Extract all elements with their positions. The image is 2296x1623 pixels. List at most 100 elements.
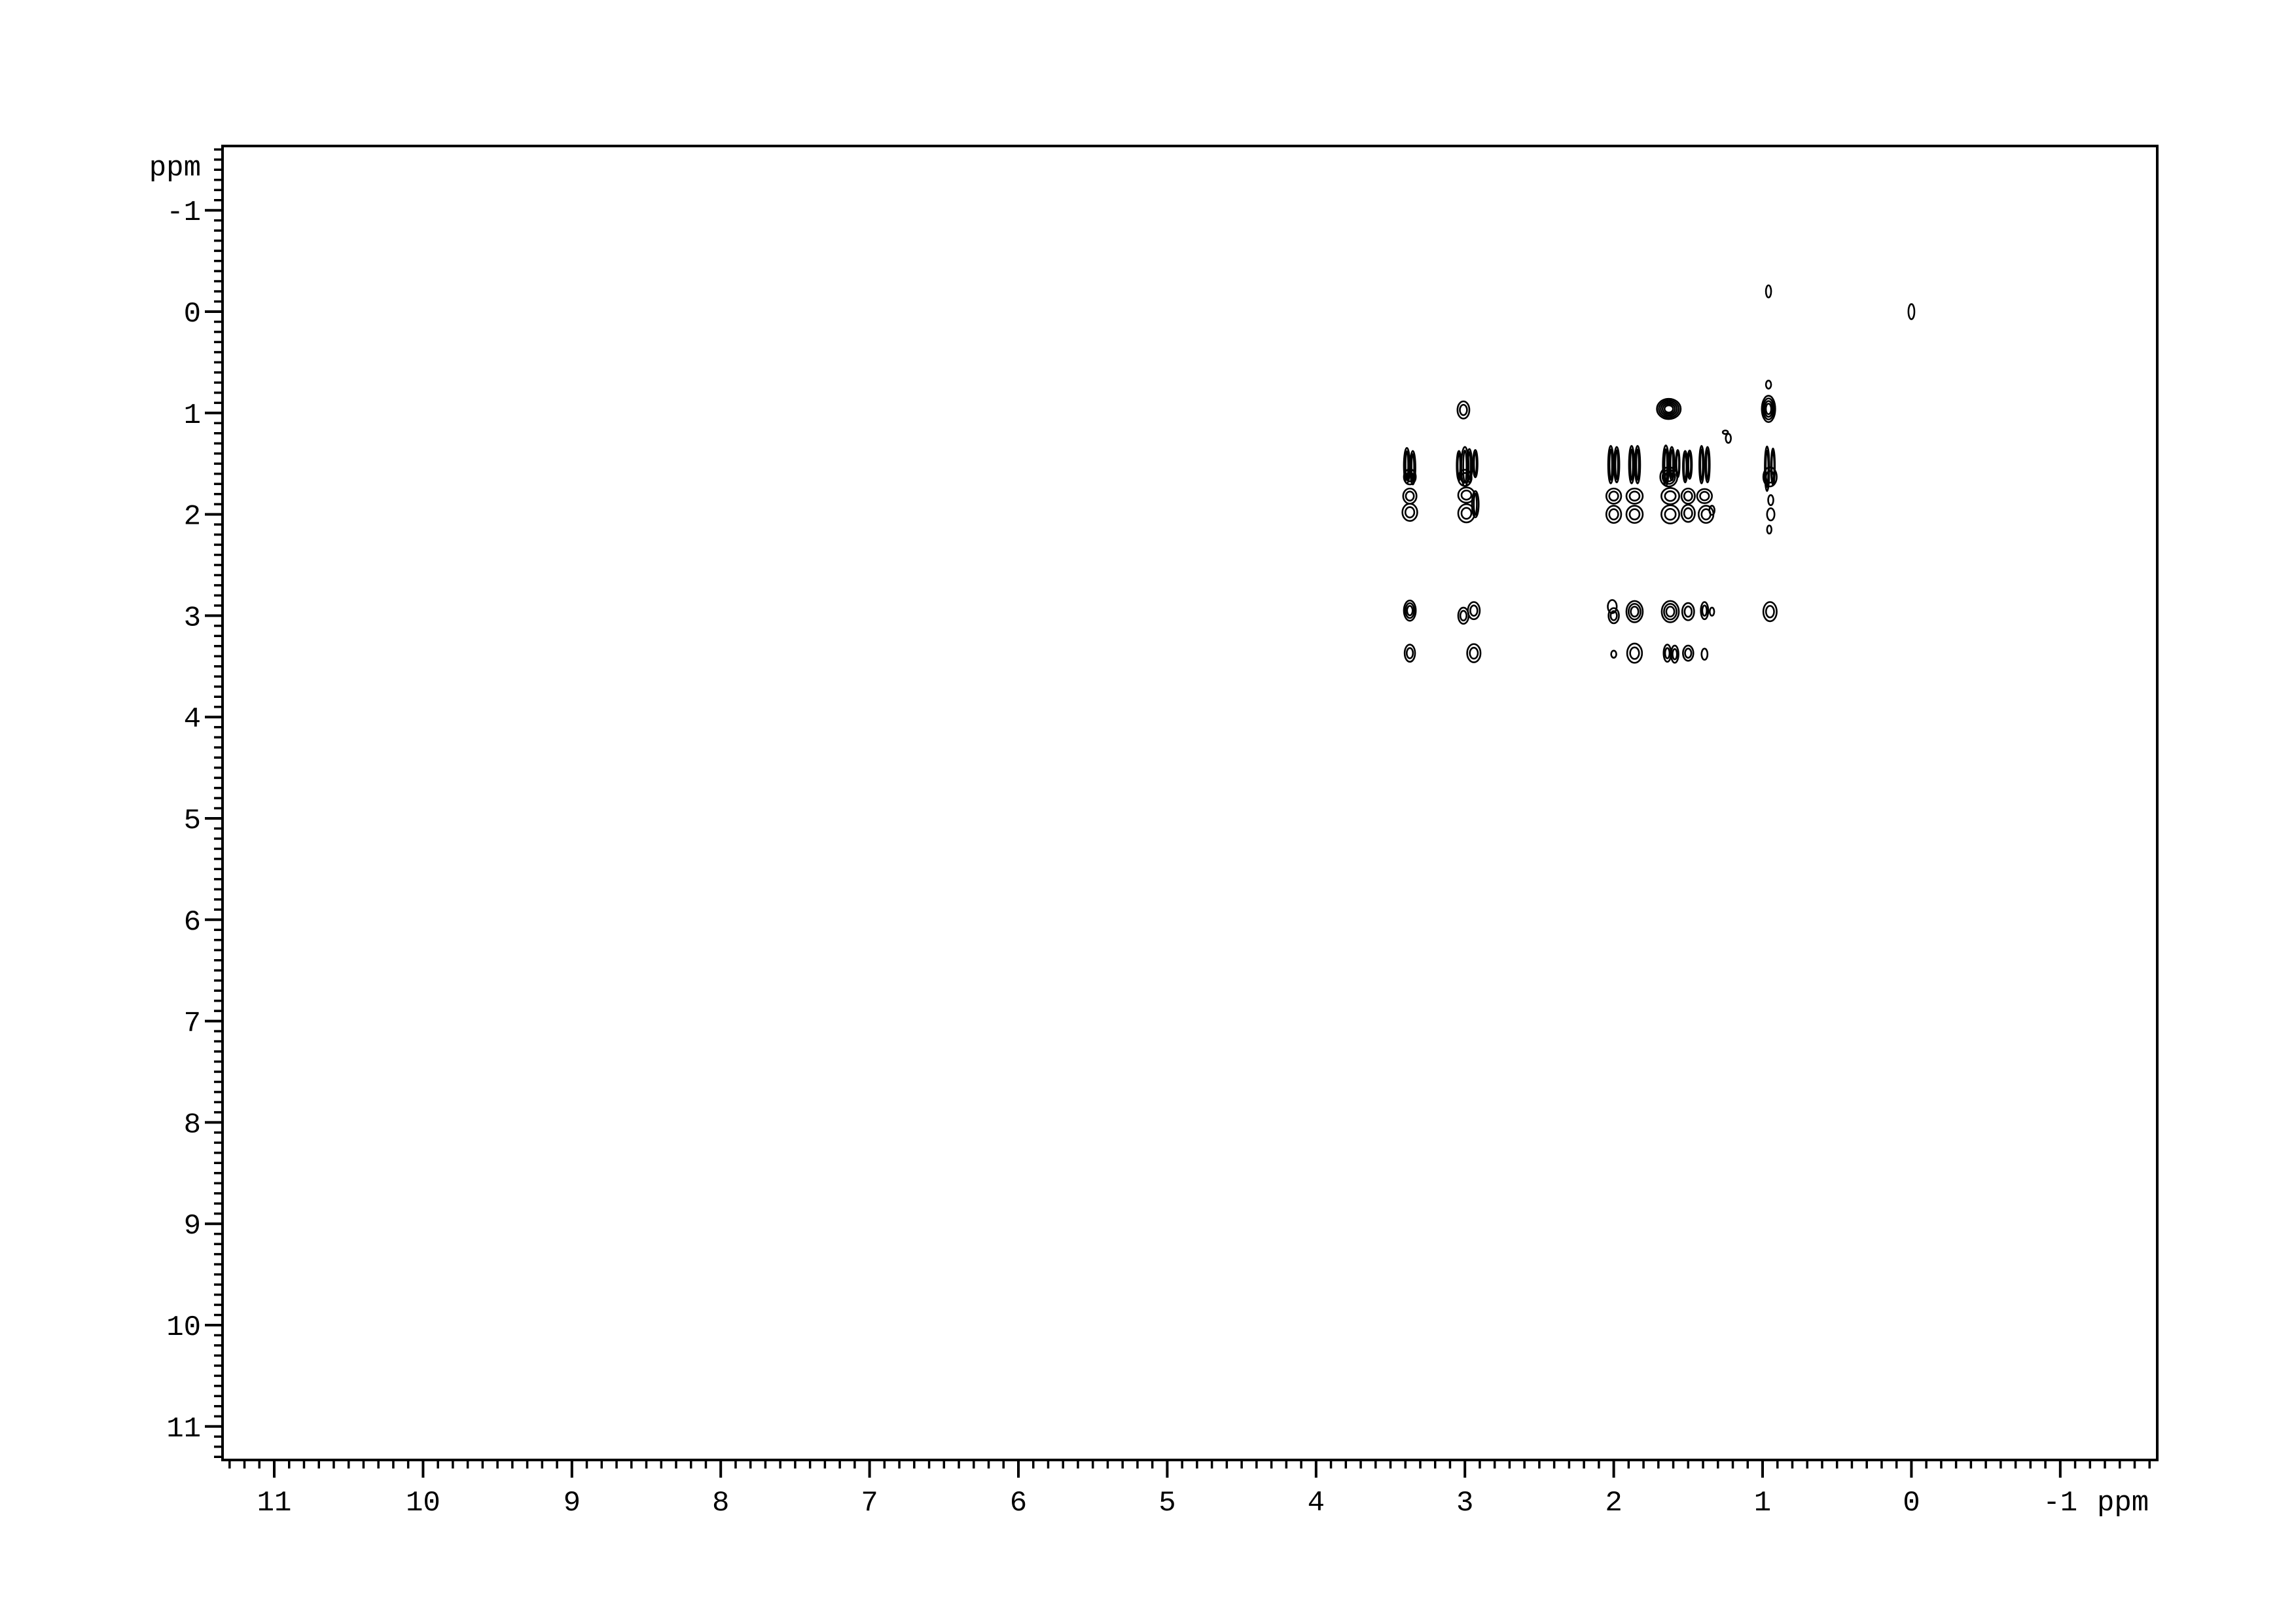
y-tick-label: 2 xyxy=(184,501,201,534)
contour-ring xyxy=(1696,488,1713,504)
contour-ring xyxy=(1610,649,1617,659)
cross-peak xyxy=(1403,468,1417,486)
cross-peak xyxy=(1682,644,1695,662)
x-tick-label: 6 xyxy=(1010,1487,1027,1520)
cross-peak xyxy=(1708,505,1715,516)
cross-peak xyxy=(1605,487,1623,505)
contour-ring xyxy=(1465,448,1473,484)
contour-ring xyxy=(1404,506,1416,519)
contour-ring xyxy=(1683,507,1693,520)
cross-peak xyxy=(1704,446,1711,484)
contour-ring xyxy=(1472,449,1479,479)
cross-peak xyxy=(1766,507,1776,522)
contour-ring xyxy=(1660,401,1678,417)
x-tick-label: 9 xyxy=(564,1487,581,1520)
contour-ring xyxy=(1765,470,1775,484)
contour-ring xyxy=(1764,445,1770,492)
contour-ring xyxy=(1460,507,1473,520)
contour-ring xyxy=(1630,606,1640,618)
contour-ring xyxy=(1708,606,1715,617)
cross-peak xyxy=(1670,644,1679,664)
contour-ring xyxy=(1669,448,1674,479)
contour-ring xyxy=(1608,508,1619,520)
cross-peak xyxy=(1403,599,1417,622)
cross-peak xyxy=(1698,445,1705,484)
cross-peak xyxy=(1660,600,1680,623)
y-axis: -1 0 1 2 3 4 5 6 7 8 9 10 11 ppm xyxy=(149,148,223,1458)
cross-peak xyxy=(1762,466,1778,488)
y-tick-label: 0 xyxy=(184,298,201,331)
contour-ring xyxy=(1721,429,1729,435)
y-tick-label: 5 xyxy=(184,805,201,837)
contour-ring xyxy=(1614,449,1619,481)
contour-ring xyxy=(1664,471,1674,483)
contour-ring xyxy=(1699,448,1704,481)
contour-ring xyxy=(1609,610,1618,621)
plot-frame xyxy=(221,145,2159,1461)
cross-peak xyxy=(1625,487,1644,505)
cross-peak xyxy=(1680,503,1696,523)
cross-peak xyxy=(1725,433,1732,444)
cross-peak xyxy=(1761,395,1776,424)
contour-ring xyxy=(1659,466,1679,488)
cross-peak xyxy=(1700,601,1710,621)
contour-ring xyxy=(1607,607,1620,625)
cross-peak xyxy=(1610,649,1617,659)
contour-ring xyxy=(1763,400,1774,418)
cross-peak xyxy=(1628,445,1636,484)
contour-ring xyxy=(1683,452,1688,481)
contour-ring xyxy=(1670,644,1679,664)
contour-ring xyxy=(1661,469,1676,485)
cross-peak xyxy=(1696,488,1713,504)
cross-peak xyxy=(1457,469,1473,487)
y-tick-label: 3 xyxy=(184,602,201,634)
contour-ring xyxy=(1469,604,1479,617)
contour-ring xyxy=(1405,647,1414,659)
contour-ring xyxy=(1613,446,1621,484)
contour-ring xyxy=(1704,446,1711,484)
contour-ring xyxy=(1401,503,1418,522)
contour-ring xyxy=(1627,602,1641,621)
contour-ring xyxy=(1456,400,1471,420)
contour-ring xyxy=(1473,451,1478,476)
cross-peak xyxy=(1721,429,1729,435)
contour-ring xyxy=(1626,642,1643,664)
contour-ring xyxy=(1605,487,1623,505)
x-tick-label: 2 xyxy=(1605,1487,1622,1520)
contour-ring xyxy=(1705,449,1710,481)
contour-ring xyxy=(1628,490,1641,502)
contour-ring xyxy=(1762,397,1775,421)
contour-ring xyxy=(1698,445,1705,484)
contour-ring xyxy=(1765,284,1772,299)
contour-ring xyxy=(1625,505,1644,524)
contour-ring xyxy=(1660,504,1680,524)
cross-peak xyxy=(1656,397,1682,420)
contour-ring xyxy=(1469,647,1479,660)
x-tick-label: 4 xyxy=(1308,1487,1325,1520)
cross-peak xyxy=(1767,494,1774,506)
x-tick-label: 10 xyxy=(406,1487,440,1520)
cross-peak xyxy=(1765,379,1772,390)
contour-ring xyxy=(1660,487,1680,505)
contour-ring xyxy=(1664,490,1677,502)
contour-ring xyxy=(1766,507,1776,522)
contour-ring xyxy=(1725,433,1732,444)
contour-ring xyxy=(1765,605,1775,619)
cross-peak xyxy=(1625,600,1644,623)
x-tick-label: 5 xyxy=(1158,1487,1175,1520)
x-tick-label: -1 xyxy=(2043,1487,2077,1520)
contour-ring xyxy=(1457,469,1473,487)
y-axis-unit-label: ppm xyxy=(149,152,201,185)
cross-peak xyxy=(1466,643,1482,663)
contour-ring xyxy=(1466,643,1482,663)
cross-peak xyxy=(1471,490,1480,519)
y-tick-label: 4 xyxy=(184,703,201,736)
contour-ring xyxy=(1406,605,1414,617)
x-axis-unit-label: ppm xyxy=(2097,1487,2149,1520)
x-tick-label: 3 xyxy=(1456,1487,1473,1520)
cross-peak xyxy=(1660,487,1680,505)
x-tick-label: 8 xyxy=(712,1487,729,1520)
contour-ring xyxy=(1635,448,1640,481)
cross-peak xyxy=(1472,449,1479,479)
contour-ring xyxy=(1625,600,1644,623)
